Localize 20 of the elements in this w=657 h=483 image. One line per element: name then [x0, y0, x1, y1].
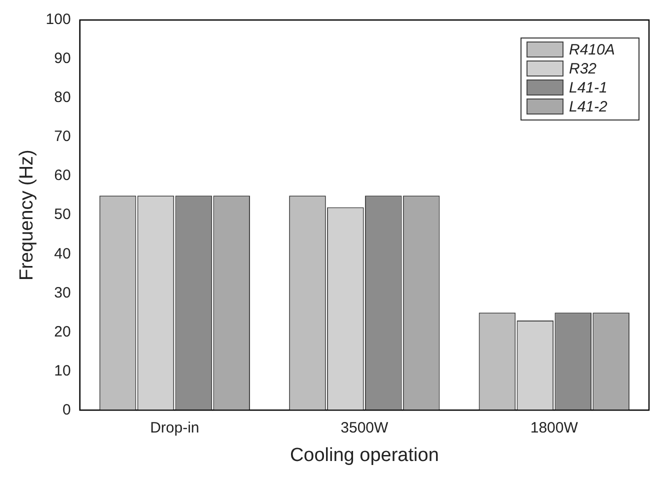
legend-label: L41-1 — [569, 80, 608, 97]
x-tick-label: 1800W — [530, 419, 579, 436]
y-tick-label: 60 — [54, 167, 71, 184]
x-axis-title: Cooling operation — [290, 444, 439, 466]
y-tick-label: 40 — [54, 245, 71, 262]
y-tick-label: 90 — [54, 50, 71, 68]
legend-label: L41-2 — [569, 98, 608, 116]
y-tick-label: 20 — [54, 323, 71, 340]
y-tick-label: 0 — [62, 401, 71, 418]
y-tick-label: 50 — [54, 206, 71, 224]
y-tick-label: 30 — [54, 284, 71, 302]
x-tick-label: Drop-in — [150, 419, 200, 436]
y-axis-title: Frequency (Hz) — [16, 150, 38, 281]
legend-label: R410A — [569, 42, 615, 59]
y-tick-label: 70 — [54, 128, 71, 146]
y-tick-label: 100 — [46, 11, 71, 28]
y-tick-label: 10 — [54, 362, 71, 380]
x-tick-label: 3500W — [340, 419, 390, 436]
legend-label: R32 — [569, 60, 598, 78]
y-tick-label: 80 — [54, 89, 71, 106]
